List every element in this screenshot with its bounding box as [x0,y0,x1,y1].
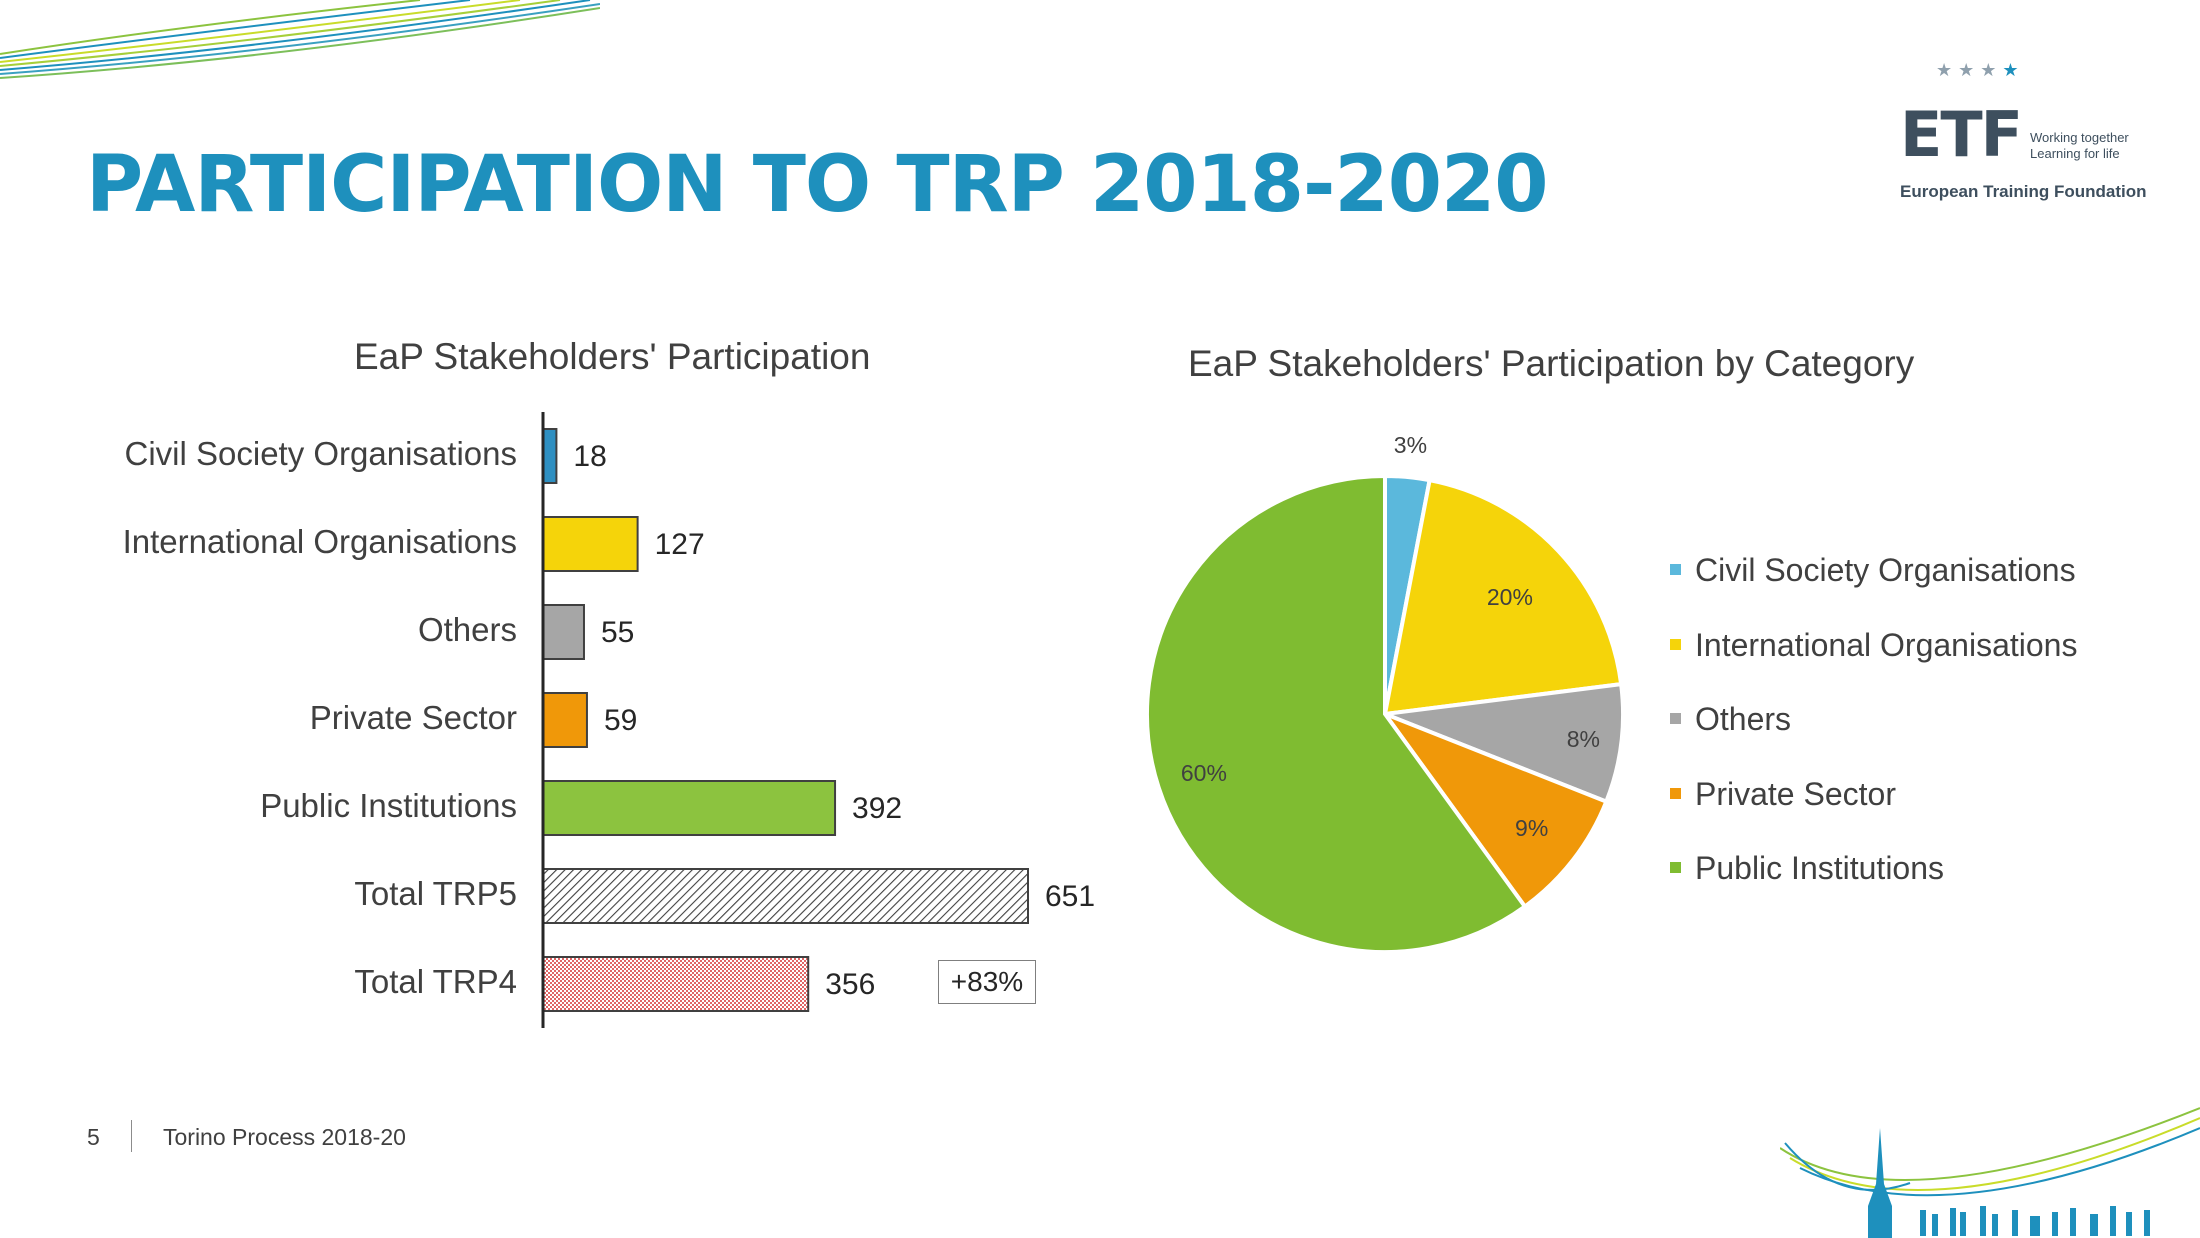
bar-international-organisations [542,516,639,572]
pie-slice-others [1384,681,1625,805]
bar-private-sector [542,692,588,748]
bar-value-label: 59 [603,704,638,737]
bar-category-label: Total TRP4 [354,963,517,1000]
legend-swatch [1670,862,1681,874]
logo-tagline-2: Learning for life [2030,146,2120,161]
bar-total-trp4 [542,956,810,1012]
legend-label: Others [1695,701,1792,737]
bar-category-label: Public Institutions [260,787,517,824]
page-title: PARTICIPATION TO TRP 2018-2020 [86,140,1549,230]
bar-category-label: Total TRP5 [354,875,517,912]
bar-chart-title: EaP Stakeholders' Participation [354,336,871,377]
legend-swatch [1670,787,1681,799]
legend-swatch [1670,713,1681,725]
logo-tagline: Working together Learning for life [2030,130,2140,162]
bar-public-institutions [542,780,837,836]
legend-swatch [1670,638,1681,650]
legend-swatch [1670,564,1681,576]
pie-percent-label: 9% [1515,814,1549,841]
logo-tagline-1: Working together [2030,130,2129,145]
bar-value-label: 55 [600,616,635,649]
pie-slice-international-organisations [1382,477,1624,717]
growth-annotation: +83% [938,960,1036,1004]
legend-item: Others [1670,701,1791,738]
etf-logo: ★★★★ ETF Working together Learning for l… [1900,60,2147,210]
footer-text: Torino Process 2018-20 [163,1124,406,1150]
pie-percent-label: 20% [1486,583,1533,610]
bar-others [542,604,585,660]
pie-slice-private-sector [1379,709,1609,910]
bar-category-label: Civil Society Organisations [124,435,518,472]
pie-percent-label: 8% [1566,726,1600,753]
legend-item: Public Institutions [1670,850,1944,887]
decorative-swoosh-top [0,0,600,79]
legend-label: Private Sector [1695,775,1896,812]
bar-value-label: 356 [825,968,876,1001]
bar-value-label: 392 [852,792,903,825]
legend-label: International Organisations [1695,626,2078,663]
page-number: 5 [87,1124,100,1150]
footer-divider [131,1120,132,1152]
torino-skyline-icon [1780,1107,2200,1238]
logo-wordmark: ETF [1900,98,2023,171]
legend-label: Public Institutions [1695,850,1945,886]
bar-category-label: Others [417,611,517,648]
pie-percent-label: 60% [1180,759,1227,786]
bar-value-label: 651 [1045,880,1096,913]
bar-total-trp5 [542,868,1029,924]
bar-value-label: 18 [573,440,607,473]
logo-org-name: European Training Foundation [1900,182,2147,201]
legend-item: International Organisations [1670,627,2077,664]
bar-category-label: International Organisations [122,523,517,560]
legend-item: Civil Society Organisations [1670,552,2076,589]
stars-icon: ★★★★ [1936,60,2025,80]
bar-category-label: Private Sector [309,699,517,736]
pie-slice-public-institutions [1145,473,1528,954]
legend-label: Civil Society Organisations [1695,552,2076,588]
pie-percent-label: 3% [1393,432,1428,459]
legend-item: Private Sector [1670,776,1896,813]
pie-chart-title: EaP Stakeholders' Participation by Categ… [1188,343,1915,384]
bar-value-label: 127 [654,528,705,561]
bar-civil-society-organisations [542,428,558,484]
